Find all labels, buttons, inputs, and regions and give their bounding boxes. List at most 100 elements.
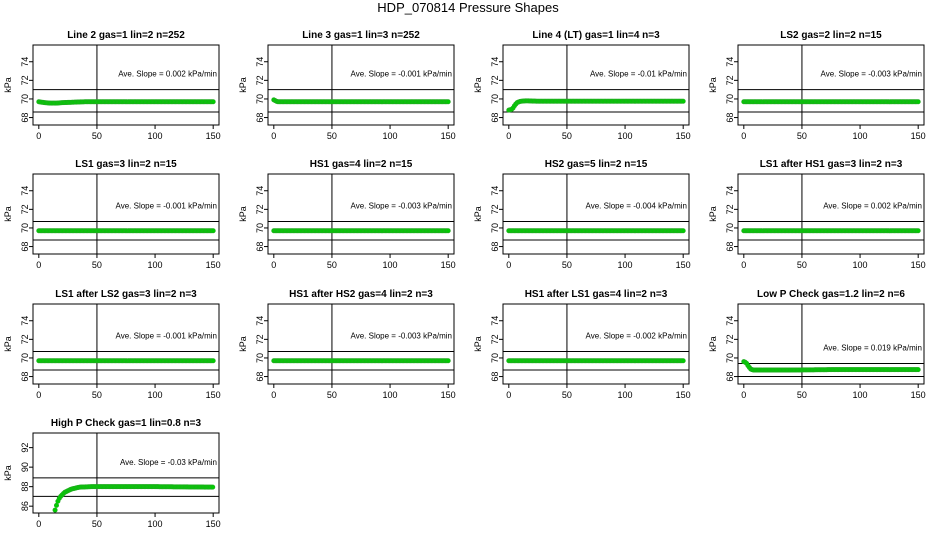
x-tick-label: 0 — [506, 131, 511, 141]
x-tick-label: 50 — [797, 260, 807, 270]
data-point — [210, 484, 216, 490]
y-tick-label: 74 — [255, 57, 265, 67]
x-tick-label: 100 — [383, 131, 398, 141]
data-point — [53, 502, 59, 508]
y-tick-label: 72 — [490, 334, 500, 344]
x-tick-label: 150 — [441, 390, 456, 400]
y-tick-label: 74 — [725, 316, 735, 326]
x-tick-label: 0 — [271, 131, 276, 141]
y-tick-label: 74 — [490, 57, 500, 67]
y-tick-label: 68 — [20, 372, 30, 382]
y-tick-label: 68 — [490, 113, 500, 123]
chart-panel: HS1 after LS1 gas=4 lin=2 n=3 0 50 100 150 68… — [473, 289, 691, 400]
plot-frame — [737, 303, 925, 385]
panel-title: HS2 gas=5 lin=2 n=15 — [545, 159, 648, 170]
chart-panel: LS2 gas=2 lin=2 n=15 0 50 100 150 68 70 72 74 kPa… — [708, 30, 926, 141]
y-tick-label: 74 — [255, 316, 265, 326]
x-tick-label: 100 — [618, 131, 633, 141]
y-axis-label: kPa — [238, 336, 248, 352]
x-tick-label: 150 — [676, 260, 691, 270]
x-tick-label: 100 — [853, 260, 868, 270]
panel-title: HS1 after LS1 gas=4 lin=2 n=3 — [525, 289, 668, 300]
y-axis-label: kPa — [473, 77, 483, 93]
chart-panel: LS1 gas=3 lin=2 n=15 0 50 100 150 68 70 72 74 kPa… — [3, 159, 221, 270]
x-tick-label: 150 — [206, 519, 221, 529]
y-tick-label: 68 — [255, 372, 265, 382]
y-tick-label: 70 — [490, 353, 500, 363]
plot-frame — [267, 173, 455, 255]
y-tick-label: 72 — [490, 204, 500, 214]
y-tick-label: 72 — [20, 204, 30, 214]
slope-annotation: Ave. Slope = 0.002 kPa/min — [823, 201, 922, 210]
panel-title: LS1 gas=3 lin=2 n=15 — [75, 159, 177, 170]
slope-annotation: Ave. Slope = -0.003 kPa/min — [351, 331, 452, 340]
plot-frame — [267, 303, 455, 385]
plot-frame — [502, 173, 690, 255]
y-axis-label: kPa — [238, 77, 248, 93]
x-tick-label: 50 — [562, 131, 572, 141]
y-tick-label: 74 — [20, 316, 30, 326]
x-tick-label: 100 — [148, 131, 163, 141]
y-tick-label: 68 — [725, 242, 735, 252]
y-tick-label: 68 — [255, 242, 265, 252]
y-axis-label: kPa — [3, 465, 13, 481]
x-tick-label: 100 — [618, 260, 633, 270]
y-tick-label: 70 — [20, 94, 30, 104]
data-point — [680, 358, 686, 364]
chart-panel: High P Check gas=1 lin=0.8 n=3 0 50 100 150 8… — [3, 418, 221, 529]
panel-title: Line 4 (LT) gas=1 lin=4 n=3 — [532, 30, 660, 41]
slope-annotation: Ave. Slope = -0.001 kPa/min — [116, 201, 217, 210]
panel-title: LS1 after LS2 gas=3 lin=2 n=3 — [55, 289, 197, 300]
data-point — [445, 99, 451, 105]
y-tick-label: 86 — [20, 501, 30, 511]
y-tick-label: 90 — [20, 462, 30, 472]
slope-annotation: Ave. Slope = -0.002 kPa/min — [586, 331, 687, 340]
data-point — [210, 228, 216, 234]
x-tick-label: 150 — [441, 260, 456, 270]
x-tick-label: 50 — [797, 390, 807, 400]
x-tick-label: 50 — [92, 131, 102, 141]
y-tick-label: 72 — [20, 334, 30, 344]
chart-panel: HS1 after HS2 gas=4 lin=2 n=3 0 50 100 150 68… — [238, 289, 456, 400]
plot-frame — [737, 173, 925, 255]
x-tick-label: 0 — [506, 390, 511, 400]
data-point — [680, 98, 686, 104]
y-axis-label: kPa — [3, 77, 13, 93]
slope-annotation: Ave. Slope = 0.002 kPa/min — [118, 70, 217, 79]
slope-annotation: Ave. Slope = -0.003 kPa/min — [351, 201, 452, 210]
y-tick-label: 68 — [490, 242, 500, 252]
x-tick-label: 100 — [148, 390, 163, 400]
x-tick-label: 150 — [206, 390, 221, 400]
chart-panel: HS1 gas=4 lin=2 n=15 0 50 100 150 68 70 72 74 kPa… — [238, 159, 456, 270]
y-tick-label: 68 — [255, 113, 265, 123]
y-tick-label: 72 — [255, 204, 265, 214]
page-title: HDP_070814 Pressure Shapes — [377, 0, 559, 15]
plot-frame — [32, 44, 220, 126]
data-point — [445, 228, 451, 234]
x-tick-label: 50 — [562, 260, 572, 270]
y-tick-label: 72 — [255, 334, 265, 344]
y-tick-label: 72 — [490, 75, 500, 85]
data-point — [915, 367, 921, 373]
panel-title: HS1 after HS2 gas=4 lin=2 n=3 — [289, 289, 433, 300]
y-tick-label: 74 — [20, 57, 30, 67]
x-tick-label: 0 — [506, 260, 511, 270]
plot-frame — [32, 173, 220, 255]
chart-panel: Low P Check gas=1.2 lin=2 n=6 0 50 100 150 68… — [708, 289, 926, 400]
slope-annotation: Ave. Slope = 0.019 kPa/min — [823, 344, 922, 353]
y-tick-label: 74 — [255, 186, 265, 196]
x-tick-label: 50 — [92, 390, 102, 400]
x-tick-label: 150 — [911, 260, 926, 270]
x-tick-label: 0 — [271, 260, 276, 270]
plot-frame — [737, 44, 925, 126]
y-tick-label: 68 — [490, 372, 500, 382]
y-tick-label: 88 — [20, 482, 30, 492]
y-tick-label: 74 — [20, 186, 30, 196]
x-tick-label: 150 — [676, 131, 691, 141]
y-axis-label: kPa — [3, 206, 13, 222]
panel-title: LS2 gas=2 lin=2 n=15 — [780, 30, 882, 41]
y-tick-label: 72 — [255, 75, 265, 85]
y-tick-label: 70 — [255, 94, 265, 104]
x-tick-label: 50 — [562, 390, 572, 400]
plot-frame — [502, 303, 690, 385]
